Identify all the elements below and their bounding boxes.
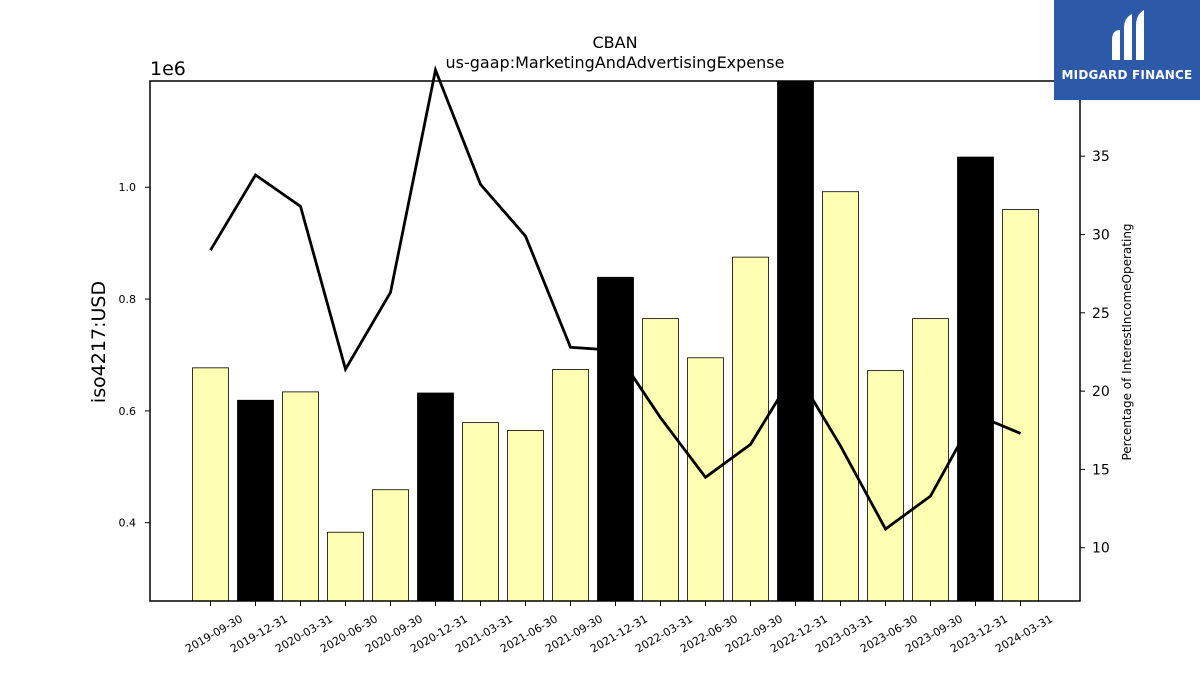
- bar-2020-09-30: [372, 489, 409, 602]
- y2-tick-label: 25: [1092, 306, 1110, 322]
- y-tick-label: 0.4: [119, 517, 137, 530]
- bar-2023-12-31: [957, 156, 994, 602]
- chart-title: CBAN: [592, 33, 637, 52]
- bar-2023-06-30: [867, 370, 904, 602]
- bar-2020-12-31: [417, 392, 454, 602]
- bar-2022-03-31: [642, 318, 679, 602]
- bar-2019-09-30: [192, 367, 229, 602]
- logo-mark-icon: [1112, 10, 1144, 60]
- bar-2020-06-30: [327, 531, 364, 602]
- y2-tick-label: 10: [1092, 541, 1110, 557]
- bar-2022-09-30: [732, 256, 769, 602]
- ratio-line: [209, 65, 1022, 532]
- y2-tick-label: 20: [1092, 384, 1110, 400]
- bar-2020-03-31: [282, 391, 319, 602]
- logo-text: MIDGARD FINANCE: [1061, 68, 1193, 82]
- plot-frame: [149, 80, 1081, 602]
- bar-2021-09-30: [552, 369, 589, 602]
- bar-2023-03-31: [822, 191, 859, 602]
- y-tick-label: 1.0: [119, 181, 137, 194]
- bar-2022-12-31: [777, 80, 814, 602]
- y2-tick-label: 30: [1092, 227, 1110, 243]
- bar-2021-03-31: [462, 422, 499, 602]
- y2-tick-label: 15: [1092, 462, 1110, 478]
- y2-tick-label: 35: [1092, 149, 1110, 165]
- bar-2021-12-31: [597, 276, 634, 602]
- bar-2021-06-30: [507, 430, 544, 602]
- y-tick-label: 0.8: [119, 293, 137, 306]
- bar-2023-09-30: [912, 318, 949, 602]
- y-scale-label: 1e6: [150, 58, 186, 80]
- y-tick-label: 0.6: [119, 405, 137, 418]
- y2-axis-label: Percentage of InterestIncomeOperating: [1120, 223, 1134, 460]
- bar-2022-06-30: [687, 357, 724, 602]
- y-axis-label: iso4217:USD: [88, 281, 110, 403]
- midgard-finance-logo: MIDGARD FINANCE: [1054, 0, 1200, 100]
- bar-2024-03-31: [1002, 209, 1039, 602]
- bar-2019-12-31: [237, 399, 274, 602]
- chart-subtitle: us-gaap:MarketingAndAdvertisingExpense: [446, 53, 785, 72]
